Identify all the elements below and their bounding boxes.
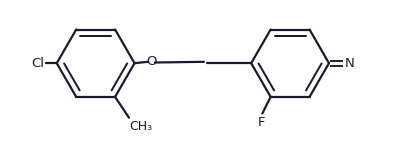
Text: F: F	[258, 116, 265, 129]
Text: O: O	[146, 55, 156, 68]
Text: N: N	[344, 57, 354, 70]
Text: Cl: Cl	[31, 57, 44, 70]
Text: CH₃: CH₃	[130, 120, 153, 133]
